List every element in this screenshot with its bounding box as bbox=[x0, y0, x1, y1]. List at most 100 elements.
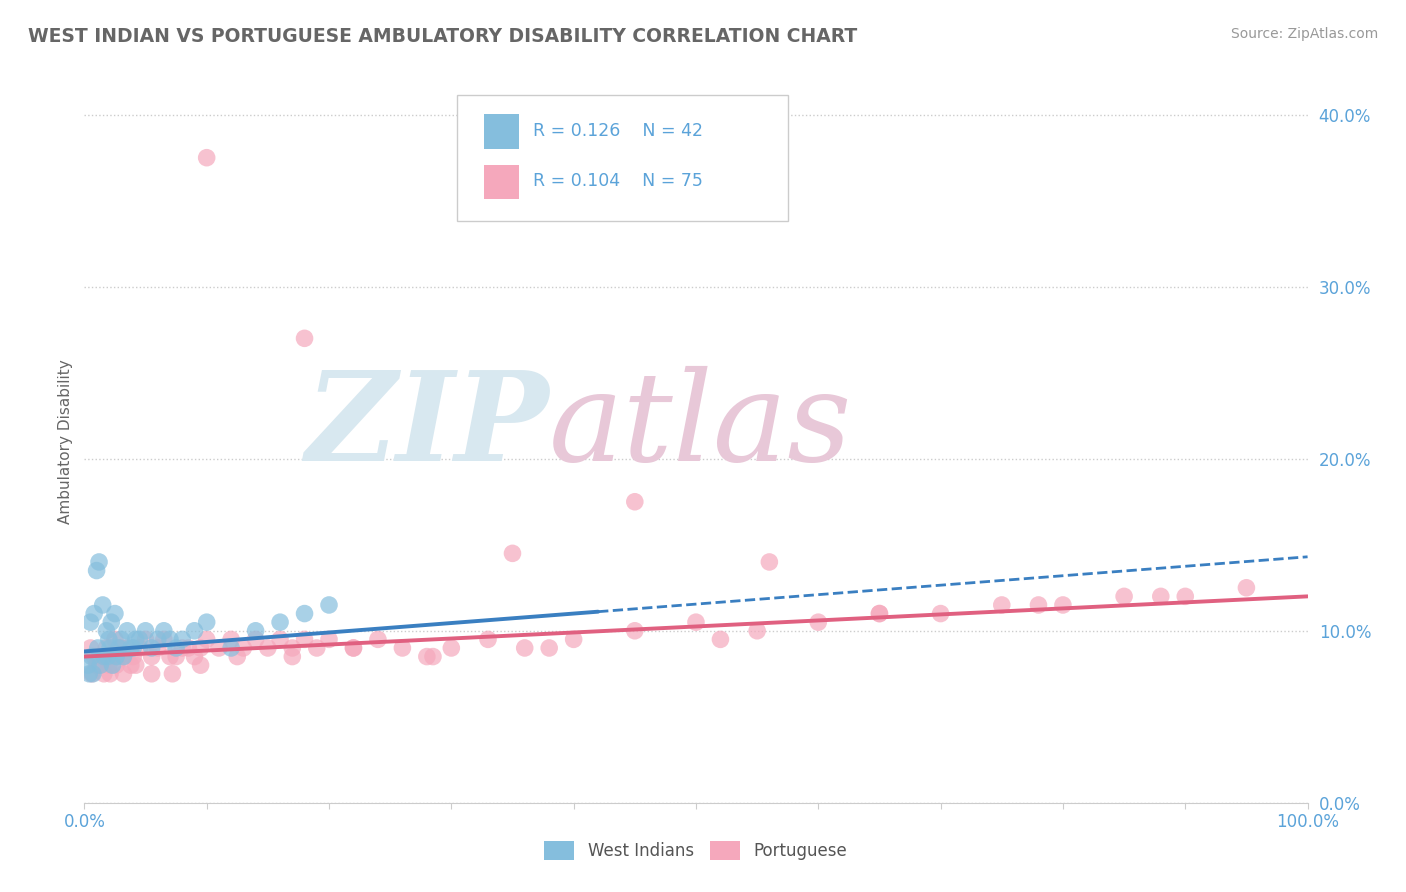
Point bbox=[159, 632, 181, 647]
Point bbox=[86, 564, 108, 578]
Point bbox=[107, 640, 129, 655]
Point bbox=[98, 640, 121, 655]
Point bbox=[1052, 598, 1074, 612]
Point bbox=[153, 624, 176, 638]
Text: atlas: atlas bbox=[550, 367, 852, 488]
Text: R = 0.126    N = 42: R = 0.126 N = 42 bbox=[533, 122, 703, 140]
Point bbox=[477, 632, 499, 647]
Point bbox=[305, 640, 328, 655]
Point bbox=[87, 649, 110, 664]
Point bbox=[115, 624, 138, 638]
Point bbox=[929, 607, 952, 621]
Point bbox=[294, 632, 316, 647]
Point bbox=[342, 640, 364, 655]
Point bbox=[502, 546, 524, 560]
Point bbox=[141, 640, 163, 655]
Point bbox=[172, 640, 194, 655]
Point bbox=[177, 640, 200, 655]
FancyBboxPatch shape bbox=[457, 95, 787, 221]
Point bbox=[87, 640, 110, 655]
Point bbox=[77, 666, 100, 681]
Point bbox=[79, 640, 101, 655]
Point bbox=[135, 632, 157, 647]
Y-axis label: Ambulatory Disability: Ambulatory Disability bbox=[58, 359, 73, 524]
Point bbox=[89, 658, 111, 673]
Point bbox=[624, 494, 647, 508]
Point bbox=[281, 640, 304, 655]
Text: R = 0.104    N = 75: R = 0.104 N = 75 bbox=[533, 172, 703, 190]
Point bbox=[709, 632, 731, 647]
Point bbox=[128, 640, 150, 655]
Point bbox=[440, 640, 463, 655]
FancyBboxPatch shape bbox=[484, 165, 519, 200]
Point bbox=[165, 640, 187, 655]
Point bbox=[87, 658, 110, 673]
Point bbox=[141, 649, 163, 664]
Point bbox=[318, 632, 340, 647]
Text: WEST INDIAN VS PORTUGUESE AMBULATORY DISABILITY CORRELATION CHART: WEST INDIAN VS PORTUGUESE AMBULATORY DIS… bbox=[28, 27, 858, 45]
Point bbox=[91, 598, 114, 612]
Point bbox=[1150, 590, 1173, 604]
Point bbox=[104, 632, 127, 647]
Point bbox=[146, 632, 169, 647]
Point bbox=[624, 624, 647, 638]
Point bbox=[208, 640, 231, 655]
Point bbox=[107, 649, 129, 664]
Point bbox=[122, 649, 145, 664]
Point bbox=[105, 658, 128, 673]
Point bbox=[125, 632, 148, 647]
Point bbox=[115, 640, 138, 655]
Point bbox=[195, 151, 218, 165]
Point bbox=[128, 632, 150, 647]
Point bbox=[513, 640, 536, 655]
Point bbox=[422, 649, 444, 664]
Point bbox=[190, 640, 212, 655]
Point bbox=[281, 649, 304, 664]
Point bbox=[232, 640, 254, 655]
Point bbox=[183, 624, 205, 638]
Point bbox=[141, 666, 163, 681]
Point bbox=[869, 607, 891, 621]
Point bbox=[195, 632, 218, 647]
FancyBboxPatch shape bbox=[484, 114, 519, 149]
Point bbox=[93, 666, 115, 681]
Point bbox=[318, 598, 340, 612]
Point bbox=[112, 666, 135, 681]
Point bbox=[219, 640, 242, 655]
Point bbox=[991, 598, 1014, 612]
Point bbox=[153, 632, 176, 647]
Point bbox=[97, 632, 120, 647]
Point bbox=[538, 640, 561, 655]
Point bbox=[1236, 581, 1258, 595]
Point bbox=[269, 632, 291, 647]
Point bbox=[269, 615, 291, 630]
Point bbox=[110, 640, 132, 655]
Point bbox=[79, 615, 101, 630]
Point bbox=[80, 649, 103, 664]
Point bbox=[162, 666, 184, 681]
Point bbox=[869, 607, 891, 621]
Point bbox=[562, 632, 585, 647]
Point bbox=[122, 640, 145, 655]
Text: ZIP: ZIP bbox=[305, 367, 550, 488]
Point bbox=[165, 649, 187, 664]
Point bbox=[96, 624, 118, 638]
Point bbox=[97, 649, 120, 664]
Point bbox=[219, 632, 242, 647]
Point bbox=[172, 632, 194, 647]
Point bbox=[98, 666, 121, 681]
Point bbox=[342, 640, 364, 655]
Point bbox=[294, 607, 316, 621]
Point bbox=[83, 607, 105, 621]
Point bbox=[120, 658, 142, 673]
Point bbox=[146, 640, 169, 655]
Point bbox=[110, 632, 132, 647]
Point bbox=[807, 615, 830, 630]
Point bbox=[1114, 590, 1136, 604]
Point bbox=[100, 649, 122, 664]
Point bbox=[82, 666, 104, 681]
Point bbox=[97, 658, 120, 673]
Point bbox=[391, 640, 413, 655]
Point bbox=[87, 555, 110, 569]
Point bbox=[105, 649, 128, 664]
